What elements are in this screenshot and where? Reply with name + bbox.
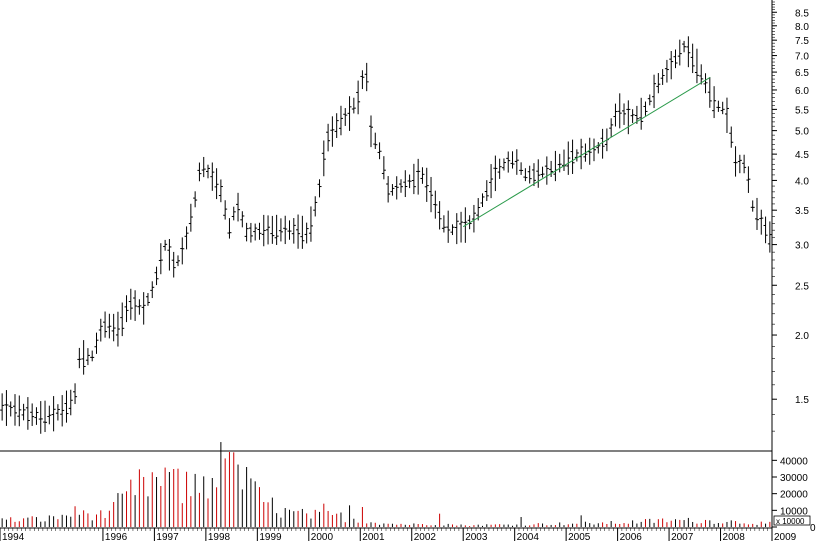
price-ticks: 8.5 8.0 7.5 7.0 6.5 6.0 5.5 5.0 4.5 4.0 3.5 3.0 2.5 2… (772, 1, 809, 432)
volume-unit-frame (773, 515, 811, 526)
volume-unit-box: x 10000 (773, 515, 811, 526)
volume-panel (1, 442, 771, 527)
price-tick-label: 6.5 (795, 68, 809, 79)
year-tick-label: 1998 (208, 532, 231, 542)
year-tick-label: 2004 (517, 532, 540, 542)
volume-tick-label: 10000 (780, 506, 808, 517)
year-tick-label: 1994 (2, 532, 25, 542)
time-axis: 1994 1996 1997 1998 1999 2000 2001 2002 2003 2004… (0, 527, 797, 542)
price-tick-label: 7.5 (795, 36, 809, 47)
price-axis: 8.5 8.0 7.5 7.0 6.5 6.0 5.5 5.0 4.5 4.0 3.5 3.0 2.5 2… (771, 0, 809, 528)
price-tick-label: 4.0 (795, 176, 809, 187)
year-tick-label: 1996 (105, 532, 128, 542)
price-tick-label: 8.0 (795, 22, 809, 33)
price-tick-label: 4.5 (795, 150, 809, 161)
price-tick-label: 5.0 (795, 127, 809, 138)
time-ticks: 1994 1996 1997 1998 1999 2000 2001 2002 2003 2004… (0, 528, 797, 542)
price-tick-label: 8.5 (795, 8, 809, 19)
volume-tick-label: 20000 (780, 490, 808, 501)
volume-tick-label: 40000 (780, 456, 808, 467)
year-tick-label: 2002 (414, 532, 437, 542)
price-tick-label: 7.0 (795, 52, 809, 63)
year-tick-label: 2006 (620, 532, 643, 542)
price-tick-label: 6.0 (795, 86, 809, 97)
year-tick-label: 1997 (156, 532, 179, 542)
price-tick-label: 2.5 (795, 281, 809, 292)
volume-tick-label: 0 (810, 523, 816, 534)
year-tick-label: 1999 (259, 532, 282, 542)
year-tick-label: 2001 (362, 532, 385, 542)
year-tick-label: 2003 (465, 532, 488, 542)
price-tick-label: 3.5 (795, 206, 809, 217)
trendline (462, 76, 711, 228)
price-panel (0, 36, 772, 434)
price-tick-label: 3.0 (795, 241, 809, 252)
year-tick-label: 2007 (671, 532, 694, 542)
volume-tick-label: 30000 (780, 473, 808, 484)
year-tick-label: 2009 (774, 532, 797, 542)
year-tick-label: 2000 (311, 532, 334, 542)
volume-bars (1, 442, 771, 527)
price-tick-label: 1.5 (795, 395, 809, 406)
volume-unit-label: x 10000 (776, 517, 805, 526)
year-tick-label: 2005 (568, 532, 591, 542)
price-bars (0, 36, 772, 434)
price-tick-label: 2.0 (795, 331, 809, 342)
price-tick-label: 5.5 (795, 105, 809, 116)
year-tick-label: 2008 (723, 532, 746, 542)
